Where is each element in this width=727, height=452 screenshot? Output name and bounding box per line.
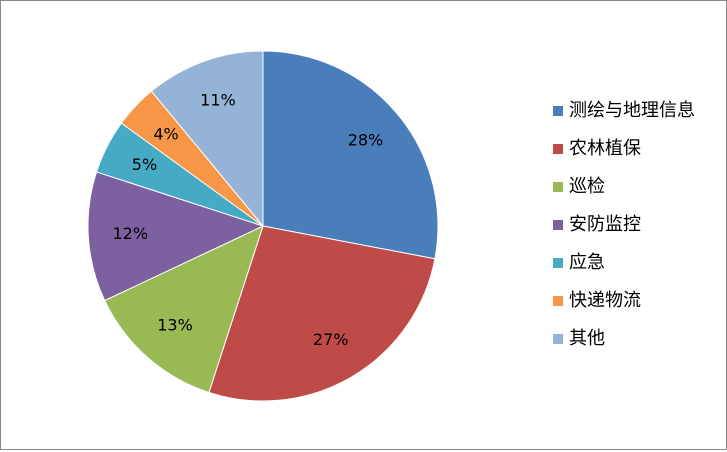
value-label: 13% <box>157 315 193 334</box>
legend-swatch <box>553 258 563 268</box>
pie-slice <box>262 50 439 260</box>
legend-swatch <box>553 334 563 344</box>
legend-label: 巡检 <box>569 176 605 197</box>
value-label: 4% <box>153 124 178 143</box>
pie-slice <box>150 50 264 228</box>
legend-label: 安防监控 <box>569 214 641 235</box>
value-label: 28% <box>348 131 384 150</box>
legend-label: 快递物流 <box>569 290 641 311</box>
legend-label: 农林植保 <box>569 138 641 159</box>
value-label: 11% <box>200 90 236 109</box>
legend-swatch <box>553 220 563 230</box>
legend-swatch <box>553 106 563 116</box>
legend-label: 测绘与地理信息 <box>569 100 695 121</box>
legend-swatch <box>553 144 563 154</box>
value-label: 27% <box>313 330 349 349</box>
pie-slice <box>208 225 436 402</box>
legend-label: 其他 <box>569 328 605 349</box>
value-label: 12% <box>112 224 148 243</box>
pie-slice <box>87 171 265 302</box>
legend-swatch <box>553 182 563 192</box>
legend-label: 应急 <box>569 252 605 273</box>
legend-swatch <box>553 296 563 306</box>
pie-slice <box>103 225 264 394</box>
value-label: 5% <box>132 155 157 174</box>
